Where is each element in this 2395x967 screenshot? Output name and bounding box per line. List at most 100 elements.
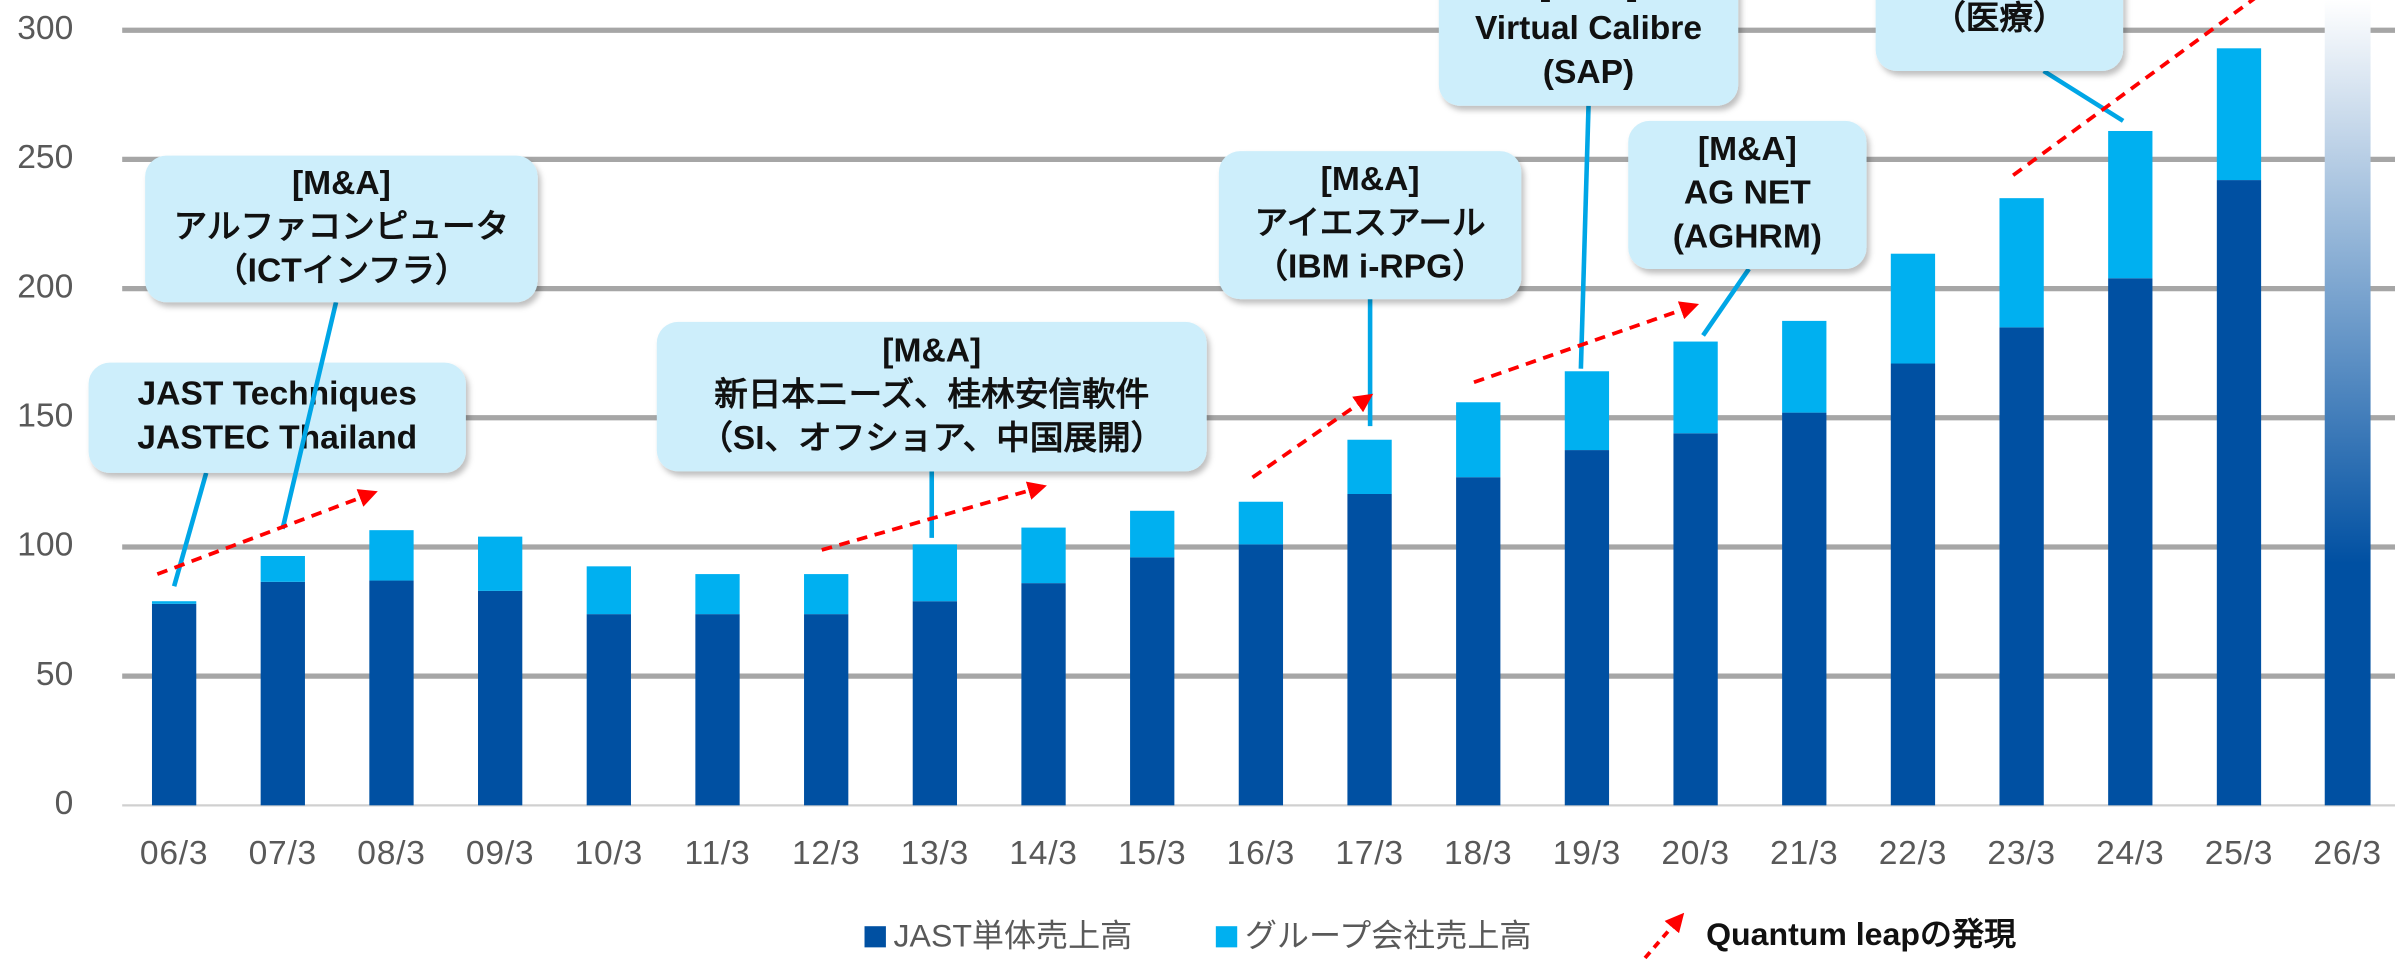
x-tick-label: 14/3 xyxy=(1009,835,1077,872)
callout-text: アイエスアール xyxy=(1255,205,1486,242)
callout-box xyxy=(1218,151,1522,300)
callout-pointer xyxy=(2042,69,2125,123)
bar-segment xyxy=(1021,583,1066,806)
callout-text: (SAP) xyxy=(1543,54,1634,91)
callout-text: [M&A] xyxy=(1698,131,1797,168)
y-tick-label: 300 xyxy=(17,10,73,47)
callout-text: （医療） xyxy=(1932,0,2066,37)
bar-segment xyxy=(1999,327,2044,806)
callout-box xyxy=(1628,120,1867,269)
y-tick-label: 200 xyxy=(17,269,73,306)
bar-segment xyxy=(586,614,631,806)
legend-swatch xyxy=(1215,926,1238,948)
bar-segment xyxy=(1564,450,1610,806)
x-tick-label: 22/3 xyxy=(1879,835,1947,872)
bar-segment xyxy=(1456,477,1501,806)
bars xyxy=(151,48,2262,806)
x-tick-label: 08/3 xyxy=(357,835,425,872)
x-tick-label: 16/3 xyxy=(1227,835,1295,872)
callout-pointer xyxy=(280,301,339,530)
bar-segment xyxy=(1564,371,1610,451)
bar-segment xyxy=(912,544,958,602)
legend-label: Quantum leapの発現 xyxy=(1706,916,2016,952)
x-tick-label: 17/3 xyxy=(1335,835,1403,872)
x-tick-label: 21/3 xyxy=(1770,835,1838,872)
bar-segment xyxy=(2216,180,2262,806)
bar-segment xyxy=(586,566,631,615)
bar-segment xyxy=(1890,363,1936,806)
callout-text: （SI、オフショア、中国展開） xyxy=(699,420,1164,457)
bar-segment xyxy=(804,614,849,806)
x-tick-label: 10/3 xyxy=(575,835,643,872)
bar-segment xyxy=(1456,402,1501,478)
arrow xyxy=(1473,301,1700,385)
x-tick-label: 23/3 xyxy=(1987,835,2055,872)
callout-pointer xyxy=(171,472,209,587)
callout-box xyxy=(1875,0,2124,72)
callout-pointer xyxy=(1701,267,1751,337)
callout-text: [M&A] xyxy=(882,333,981,370)
x-tick-label: 09/3 xyxy=(466,835,534,872)
bar-segment xyxy=(2216,48,2262,181)
legend-label: グループ会社売上高 xyxy=(1245,918,1532,954)
callout-text: AG NET xyxy=(1684,175,1811,212)
y-tick-label: 150 xyxy=(17,398,73,435)
x-tick-label: 18/3 xyxy=(1444,835,1512,872)
legend: JAST単体売上高 グループ会社売上高 Quantum leapの発現 xyxy=(864,916,2016,954)
x-tick-label: 06/3 xyxy=(140,835,208,872)
bar-segment xyxy=(260,581,305,806)
bar-segment xyxy=(1782,412,1827,806)
bar-segment xyxy=(1130,557,1175,806)
bar-segment xyxy=(1130,510,1175,558)
bar-segment xyxy=(1782,320,1827,413)
callout-box xyxy=(1438,0,1739,106)
arrow xyxy=(156,489,378,576)
quantum-leap-arrows xyxy=(156,0,2256,960)
callout-text: [M&A] xyxy=(292,165,391,202)
callout-text: (AGHRM) xyxy=(1673,219,1822,256)
callout-text: JASTEC Thailand xyxy=(137,420,417,457)
bar-segment xyxy=(2108,278,2153,806)
bar-segment xyxy=(804,574,849,615)
bar-segment xyxy=(1238,501,1284,545)
bar-segment xyxy=(1673,341,1718,434)
bar-segment xyxy=(695,574,740,615)
bar-segment xyxy=(369,580,414,806)
x-tick-label: 20/3 xyxy=(1661,835,1729,872)
bar-segment xyxy=(1999,198,2044,328)
y-tick-label: 100 xyxy=(17,527,73,564)
callout-box xyxy=(88,362,466,473)
callout-box xyxy=(656,321,1207,472)
callout-text: 新日本ニーズ、桂林安信軟件 xyxy=(714,376,1149,414)
bar-segment xyxy=(369,530,414,581)
bar-segment xyxy=(1021,527,1066,584)
x-tick-label: 07/3 xyxy=(249,835,317,872)
x-tick-label: 26/3 xyxy=(2313,835,2381,872)
legend-arrow xyxy=(1643,912,1685,960)
callout-text: アルファコンピュータ xyxy=(174,209,510,246)
bar-segment xyxy=(478,590,523,806)
bar-segment xyxy=(1238,544,1284,806)
x-tick-label: 25/3 xyxy=(2205,835,2273,872)
bar-segment xyxy=(260,556,305,582)
x-tick-label: 12/3 xyxy=(792,835,860,872)
arrow xyxy=(821,481,1047,552)
bar-segment xyxy=(1890,253,1936,364)
bar-segment xyxy=(151,603,197,806)
x-tick-label: 19/3 xyxy=(1553,835,1621,872)
bar-segment xyxy=(478,536,523,591)
x-tick-label: 13/3 xyxy=(901,835,969,872)
bar-segment xyxy=(1347,493,1392,806)
bar-segment xyxy=(151,601,197,604)
arrow xyxy=(2012,0,2256,177)
legend-label: JAST単体売上高 xyxy=(894,918,1133,954)
arrow xyxy=(1251,393,1374,480)
bar-segment xyxy=(912,601,958,806)
callout-text: [M&A] xyxy=(1321,161,1420,198)
x-tick-label: 24/3 xyxy=(2096,835,2164,872)
bar-segment xyxy=(1673,433,1718,806)
callout-text: （ICTインフラ） xyxy=(214,253,469,290)
bar-segment xyxy=(1347,439,1392,494)
x-tick-label: 11/3 xyxy=(685,835,751,872)
